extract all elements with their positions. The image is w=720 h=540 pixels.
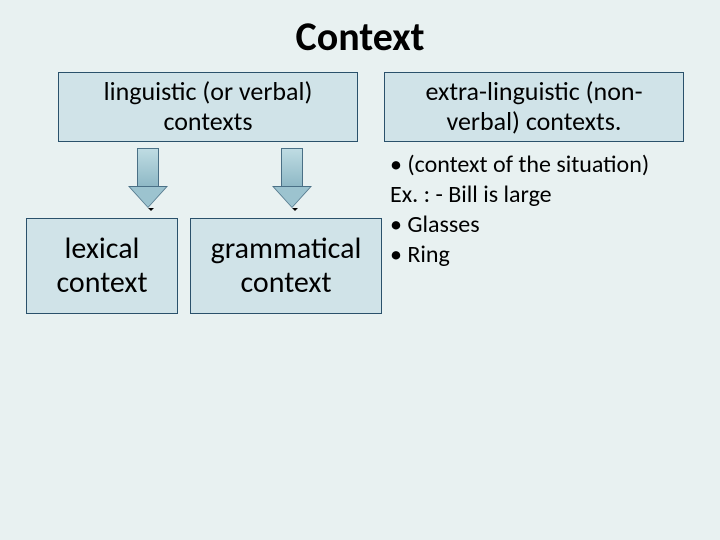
box-grammatical-context: grammaticalcontext [190,218,382,314]
arrow-head-icon [128,186,168,208]
box-grammatical-label: grammaticalcontext [211,232,362,301]
slide-title: Context [0,12,720,61]
box-linguistic-contexts: linguistic (or verbal)contexts [58,72,358,142]
bullet-line: • Ring [390,240,649,270]
bullet-line: Ex. : - Bill is large [390,180,649,210]
bullet-line: • (context of the situation) [390,150,649,180]
box-lexical-label: lexicalcontext [56,232,147,301]
arrow-head-icon [272,186,312,208]
arrow-to-grammatical [272,148,312,208]
box-extra-linguistic-contexts: extra-linguistic (non-verbal) contexts. [384,72,684,142]
bullet-list: • (context of the situation) Ex. : - Bil… [390,150,649,270]
box-linguistic-label: linguistic (or verbal)contexts [104,77,313,137]
arrow-shaft [281,148,303,186]
arrow-shaft [137,148,159,186]
box-extra-label: extra-linguistic (non-verbal) contexts. [425,77,642,137]
bullet-line: • Glasses [390,210,649,240]
arrow-to-lexical [128,148,168,208]
box-lexical-context: lexicalcontext [26,218,178,314]
